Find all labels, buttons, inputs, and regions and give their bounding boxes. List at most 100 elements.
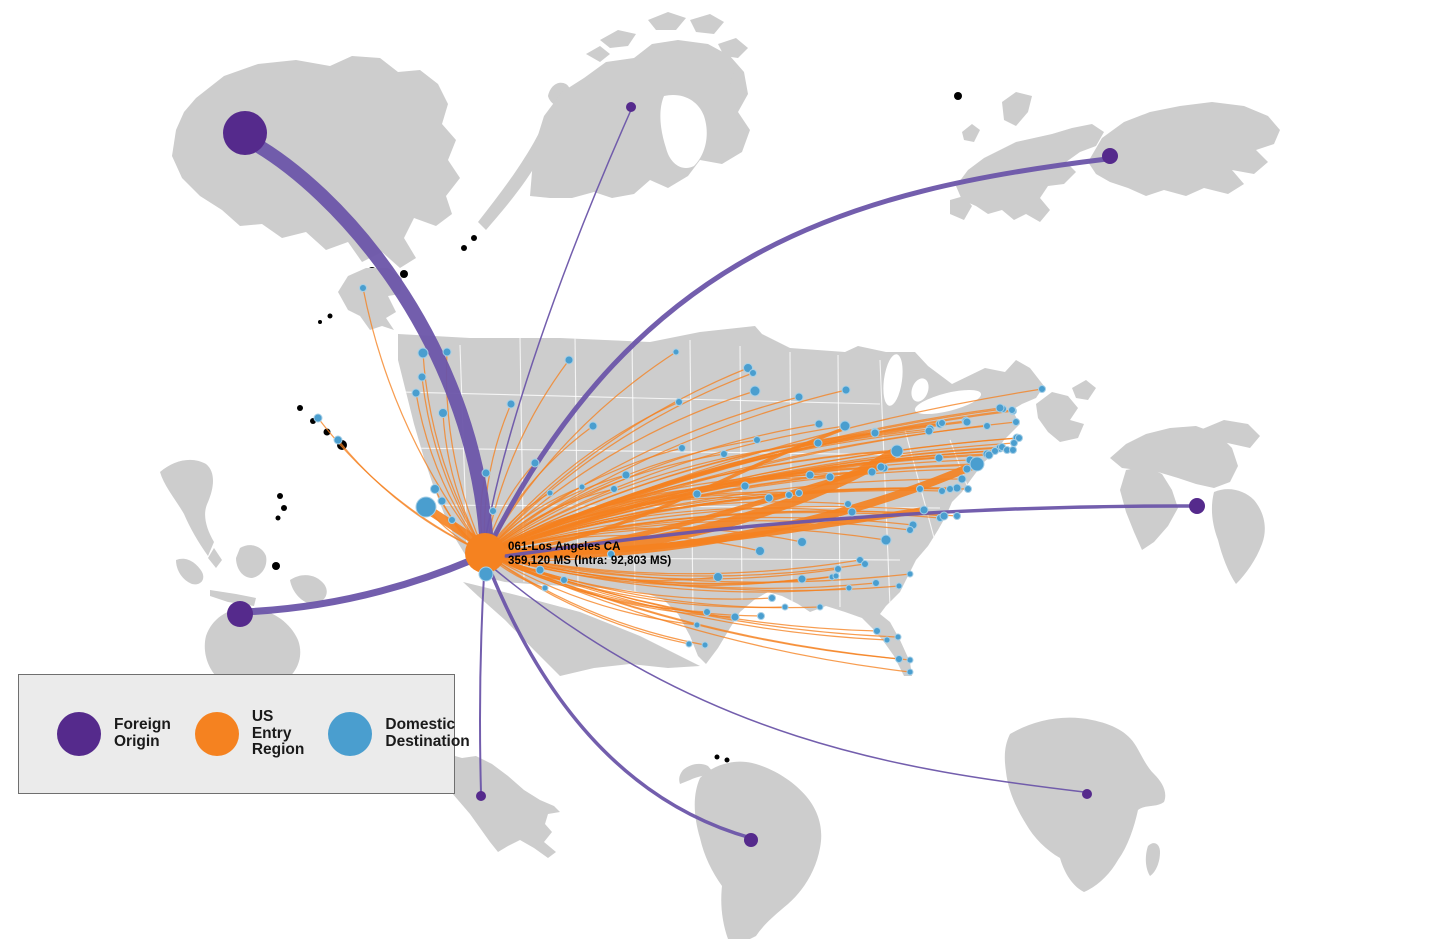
domestic-destination-dot[interactable]: [995, 403, 1005, 413]
orange-flow-line[interactable]: [484, 423, 820, 554]
domestic-destination-dot[interactable]: [794, 392, 804, 402]
domestic-destination-dot[interactable]: [1010, 439, 1018, 447]
domestic-destination-dot[interactable]: [313, 413, 323, 423]
orange-flow-line[interactable]: [484, 430, 930, 554]
domestic-destination-dot[interactable]: [448, 516, 456, 524]
purple-flow-line-mexico[interactable]: [479, 574, 485, 794]
domestic-destination-dot[interactable]: [816, 603, 824, 611]
domestic-destination-dot[interactable]: [621, 470, 631, 480]
domestic-destination-dot[interactable]: [834, 565, 842, 573]
domestic-destination-dot[interactable]: [359, 284, 367, 292]
domestic-destination-dot[interactable]: [720, 450, 728, 458]
domestic-destination-dot[interactable]: [411, 388, 421, 398]
orange-flow-line[interactable]: [484, 442, 1015, 554]
domestic-destination-dot[interactable]: [984, 450, 994, 460]
domestic-destination-dot[interactable]: [867, 467, 877, 477]
domestic-destination-dot[interactable]: [764, 493, 774, 503]
purple-flow-line-east-asia[interactable]: [241, 133, 493, 541]
purple-flow-line-middle-east[interactable]: [504, 504, 1196, 558]
domestic-destination-dot[interactable]: [578, 483, 586, 491]
domestic-destination-dot[interactable]: [983, 422, 991, 430]
domestic-destination-dot[interactable]: [895, 655, 903, 663]
orange-flow-line[interactable]: [484, 552, 911, 661]
domestic-destination-dot[interactable]: [991, 447, 999, 455]
foreign-origin-node-africa[interactable]: [1082, 789, 1092, 799]
domestic-destination-dot[interactable]: [872, 579, 880, 587]
domestic-destination-dot[interactable]: [906, 668, 914, 676]
domestic-destination-dot[interactable]: [437, 496, 447, 506]
orange-flow-line[interactable]: [484, 425, 846, 554]
domestic-destination-dot[interactable]: [906, 526, 914, 534]
domestic-destination-dot[interactable]: [530, 458, 540, 468]
orange-heavy-flow-band[interactable]: [483, 426, 848, 555]
orange-flow-line[interactable]: [484, 552, 911, 583]
domestic-destination-dot[interactable]: [333, 435, 343, 445]
domestic-destination-dot[interactable]: [417, 372, 427, 382]
domestic-destination-dot[interactable]: [861, 560, 869, 568]
domestic-destination-dot[interactable]: [795, 489, 803, 497]
orange-flow-line[interactable]: [484, 552, 911, 673]
domestic-destination-dot[interactable]: [894, 633, 902, 641]
orange-flow-line[interactable]: [484, 526, 887, 554]
domestic-destination-dot[interactable]: [962, 417, 972, 427]
domestic-destination-dot[interactable]: [1012, 418, 1020, 426]
domestic-destination-dot[interactable]: [797, 574, 807, 584]
domestic-destination-dot[interactable]: [607, 550, 615, 558]
orange-flow-line[interactable]: [484, 468, 968, 554]
domestic-destination-dot[interactable]: [813, 438, 823, 448]
purple-flow-line-australia[interactable]: [239, 556, 476, 616]
domestic-destination-dot[interactable]: [953, 512, 961, 520]
domestic-destination-dot[interactable]: [692, 489, 702, 499]
purple-flow-line-south-america[interactable]: [488, 568, 753, 840]
domestic-destination-dot[interactable]: [730, 612, 740, 622]
domestic-destination-dot[interactable]: [481, 468, 491, 478]
domestic-destination-dot[interactable]: [417, 347, 429, 359]
orange-flow-line[interactable]: [484, 552, 850, 593]
domestic-destination-dot[interactable]: [678, 444, 686, 452]
domestic-destination-dot[interactable]: [785, 491, 793, 499]
domestic-destination-dot[interactable]: [839, 420, 851, 432]
foreign-origin-node-mexico[interactable]: [476, 791, 486, 801]
domestic-destination-dot[interactable]: [797, 537, 807, 547]
domestic-destination-dot[interactable]: [675, 398, 683, 406]
domestic-destination-dot[interactable]: [805, 470, 815, 480]
foreign-origin-node-south-america[interactable]: [744, 833, 758, 847]
domestic-destination-dot[interactable]: [701, 641, 709, 649]
domestic-destination-dot[interactable]: [535, 565, 545, 575]
orange-flow-line[interactable]: [484, 552, 837, 585]
foreign-origin-node-east-asia[interactable]: [223, 111, 267, 155]
domestic-destination-dot[interactable]: [489, 507, 497, 515]
domestic-destination-dot[interactable]: [939, 511, 949, 521]
domestic-destination-dot[interactable]: [478, 566, 494, 582]
domestic-destination-dot[interactable]: [506, 399, 516, 409]
foreign-origin-node-middle-east[interactable]: [1189, 498, 1205, 514]
domestic-destination-dot[interactable]: [757, 612, 765, 620]
purple-flow-line-africa[interactable]: [491, 566, 1085, 793]
domestic-destination-dot[interactable]: [560, 576, 568, 584]
domestic-destination-dot[interactable]: [890, 444, 904, 458]
domestic-destination-dot[interactable]: [610, 485, 618, 493]
orange-flow-line[interactable]: [337, 439, 486, 554]
us-entry-region-node[interactable]: [465, 533, 505, 573]
domestic-destination-dot[interactable]: [934, 453, 944, 463]
foreign-origin-node-australia[interactable]: [227, 601, 253, 627]
domestic-destination-dot[interactable]: [895, 582, 903, 590]
domestic-destination-dot[interactable]: [873, 627, 881, 635]
domestic-destination-dot[interactable]: [781, 603, 789, 611]
purple-flow-line-canada[interactable]: [485, 109, 632, 537]
domestic-destination-dot[interactable]: [880, 534, 892, 546]
domestic-destination-dot[interactable]: [969, 456, 985, 472]
domestic-destination-dot[interactable]: [919, 505, 929, 515]
domestic-destination-dot[interactable]: [740, 481, 750, 491]
domestic-destination-dot[interactable]: [1009, 446, 1017, 454]
foreign-origin-node-canada[interactable]: [626, 102, 636, 112]
orange-flow-line[interactable]: [484, 396, 800, 554]
orange-flow-line[interactable]: [484, 372, 754, 554]
domestic-destination-dot[interactable]: [814, 419, 824, 429]
domestic-destination-dot[interactable]: [749, 385, 761, 397]
domestic-destination-dot[interactable]: [964, 485, 972, 493]
domestic-destination-dot[interactable]: [938, 419, 946, 427]
domestic-destination-dot[interactable]: [438, 408, 448, 418]
domestic-destination-dot[interactable]: [564, 355, 574, 365]
orange-heavy-flow-band[interactable]: [482, 507, 927, 557]
